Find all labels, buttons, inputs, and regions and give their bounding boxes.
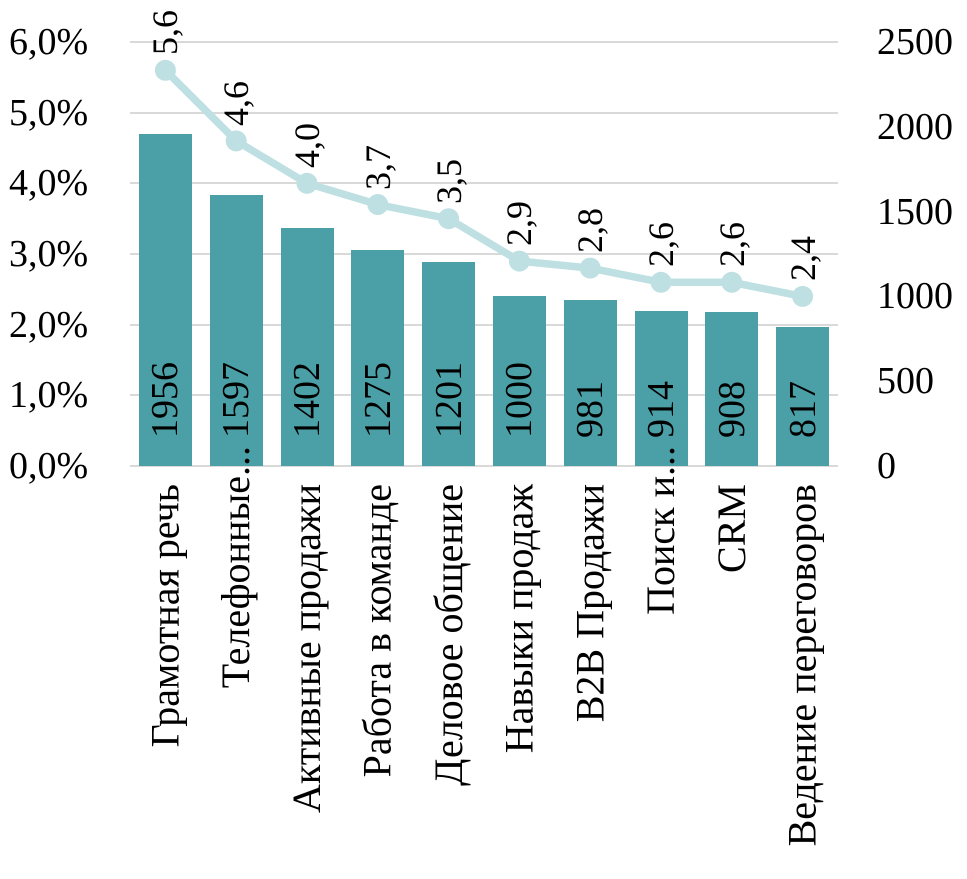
- gridline: [130, 253, 838, 255]
- left-axis-tick: 5,0%: [9, 91, 89, 134]
- line-marker: [792, 285, 814, 307]
- left-axis-tick: 1,0%: [9, 374, 89, 417]
- bar: [422, 262, 476, 466]
- line-point-label: 2,4: [782, 236, 823, 282]
- line-marker: [296, 172, 318, 194]
- gridline: [130, 394, 838, 397]
- bar: [209, 195, 263, 466]
- category-label: B2B Продажи: [567, 484, 613, 723]
- bar: [351, 249, 405, 466]
- bar-value-label: 1201: [427, 362, 470, 438]
- line-point-label: 3,7: [357, 144, 398, 190]
- line-marker: [225, 130, 247, 152]
- bar-value-label: 1275: [356, 362, 399, 438]
- bar: [634, 310, 688, 466]
- bar-value-label: 981: [569, 381, 612, 438]
- bar: [563, 299, 617, 466]
- line-marker: [721, 271, 743, 293]
- bar-value-label: 1402: [286, 362, 328, 438]
- line-point-label: 4,0: [287, 123, 327, 169]
- right-axis-tick: 1000: [877, 275, 953, 318]
- bar: [705, 312, 759, 466]
- bar-value-label: 1000: [498, 362, 541, 438]
- right-axis-tick: 0: [877, 445, 896, 487]
- category-label: Ведение переговоров: [779, 484, 825, 847]
- gridline: [130, 111, 838, 114]
- bar: [138, 134, 192, 466]
- right-axis-tick: 2000: [877, 105, 953, 148]
- category-label: Деловое общение: [425, 484, 471, 786]
- category-label: Работа в команде: [354, 484, 400, 778]
- bar: [280, 228, 334, 466]
- category-label: CRM: [708, 484, 754, 573]
- line-marker: [154, 59, 176, 81]
- line-marker: [650, 271, 672, 293]
- line-point-label: 2,6: [641, 222, 681, 268]
- gridline: [130, 182, 838, 185]
- gridline: [130, 323, 838, 326]
- category-label: Навыки продаж: [496, 484, 542, 754]
- left-axis-tick: 4,0%: [9, 162, 89, 205]
- line-point-label: 4,6: [216, 80, 257, 126]
- right-axis-tick: 1500: [877, 190, 953, 233]
- line-point-label: 2,8: [570, 208, 611, 254]
- right-axis-tick: 500: [877, 360, 934, 403]
- line-point-label: 5,6: [145, 10, 186, 56]
- right-axis-tick: 2500: [877, 21, 953, 63]
- category-label: Поиск и...: [638, 446, 683, 615]
- trend-line: [162, 67, 804, 301]
- line-point-label: 2,9: [499, 201, 540, 247]
- left-axis-tick: 2,0%: [9, 303, 89, 346]
- left-axis-tick: 3,0%: [9, 233, 89, 275]
- line-marker: [508, 250, 530, 272]
- bar-value-label: 817: [781, 381, 824, 438]
- category-label: Активные продажи: [284, 484, 329, 814]
- category-label: Телефонные...: [213, 446, 259, 689]
- bar: [776, 327, 830, 466]
- category-label: Грамотная речь: [142, 484, 188, 748]
- line-marker: [367, 194, 389, 215]
- bar-value-label: 1597: [215, 362, 258, 438]
- bar-value-label: 908: [710, 381, 753, 438]
- gridline: [130, 41, 838, 43]
- bar-value-label: 1956: [144, 362, 187, 438]
- bar: [492, 296, 546, 466]
- line-marker: [438, 208, 460, 230]
- left-axis-tick: 6,0%: [9, 21, 89, 63]
- line-point-label: 3,5: [428, 158, 469, 204]
- x-axis-line: [130, 465, 838, 467]
- left-axis-tick: 0,0%: [9, 445, 89, 487]
- bar-value-label: 914: [640, 381, 682, 438]
- line-marker: [579, 257, 601, 279]
- line-point-label: 2,6: [711, 222, 752, 268]
